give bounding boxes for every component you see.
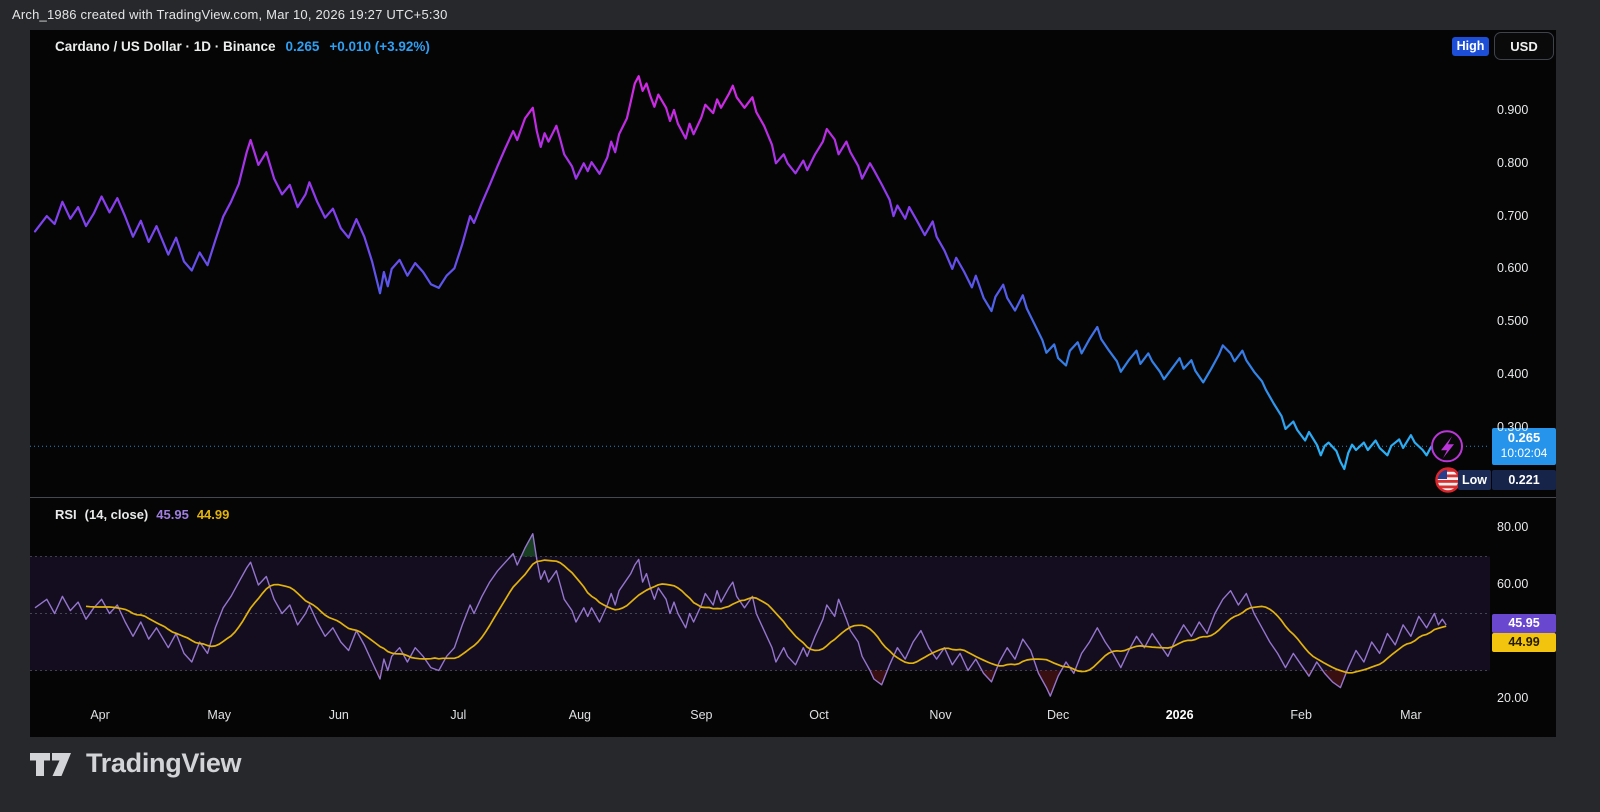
time-axis-label: Mar xyxy=(1389,708,1433,722)
rsi-ma-badge: 44.99 xyxy=(1492,633,1556,652)
time-axis-label: Dec xyxy=(1036,708,1080,722)
price-tick-label: 0.600 xyxy=(1497,261,1528,275)
price-tick-label: 0.400 xyxy=(1497,367,1528,381)
price-tick-label: 0.900 xyxy=(1497,103,1528,117)
symbol-title: Cardano / US Dollar · 1D · Binance xyxy=(55,39,276,54)
price-change: +0.010 (+3.92%) xyxy=(329,39,430,54)
time-axis-label: Sep xyxy=(679,708,723,722)
footer: TradingView xyxy=(0,737,1600,812)
price-tick-label: 0.800 xyxy=(1497,156,1528,170)
rsi-value: 45.95 xyxy=(156,507,189,522)
rsi-value-badge: 45.95 xyxy=(1492,614,1556,633)
time-axis-label: Oct xyxy=(797,708,841,722)
time-axis-label: Jun xyxy=(317,708,361,722)
stage: Arch_1986 created with TradingView.com, … xyxy=(0,0,1600,812)
time-axis-label: Feb xyxy=(1279,708,1323,722)
rsi-tick-label: 20.00 xyxy=(1497,691,1528,705)
price-scale[interactable] xyxy=(1490,30,1556,702)
rsi-title: RSI xyxy=(55,507,77,522)
rsi-header: RSI (14, close) 45.95 44.99 xyxy=(55,507,229,522)
rsi-ma-value: 44.99 xyxy=(197,507,230,522)
time-axis-label: 2026 xyxy=(1158,708,1202,722)
time-axis-label: Jul xyxy=(436,708,480,722)
last-price: 0.265 xyxy=(286,39,320,54)
chart-area[interactable] xyxy=(30,30,1556,737)
pane-divider xyxy=(30,497,1556,498)
time-axis-label: Nov xyxy=(919,708,963,722)
time-axis-label: Apr xyxy=(78,708,122,722)
tradingview-logo-icon xyxy=(30,751,76,777)
tradingview-logo[interactable]: TradingView xyxy=(30,748,241,779)
price-tick-label: 0.500 xyxy=(1497,314,1528,328)
rsi-tick-label: 80.00 xyxy=(1497,520,1528,534)
low-label-chip: Low xyxy=(1458,470,1491,490)
high-badge: High xyxy=(1452,37,1489,56)
tradingview-logo-text: TradingView xyxy=(86,748,241,779)
time-axis-label: May xyxy=(197,708,241,722)
symbol-header: Cardano / US Dollar · 1D · Binance 0.265… xyxy=(55,39,430,54)
time-axis[interactable] xyxy=(30,702,1490,737)
price-tick-label: 0.700 xyxy=(1497,209,1528,223)
attribution-text: Arch_1986 created with TradingView.com, … xyxy=(12,0,448,30)
top-attribution-bar: Arch_1986 created with TradingView.com, … xyxy=(0,0,1600,30)
rsi-params: (14, close) xyxy=(85,507,149,522)
time-axis-label: Aug xyxy=(558,708,602,722)
price-tick-label: 0.300 xyxy=(1497,420,1528,434)
rsi-tick-label: 60.00 xyxy=(1497,577,1528,591)
price-badge-countdown: 10:02:04 xyxy=(1492,446,1556,460)
low-value-chip: 0.221 xyxy=(1492,470,1556,490)
